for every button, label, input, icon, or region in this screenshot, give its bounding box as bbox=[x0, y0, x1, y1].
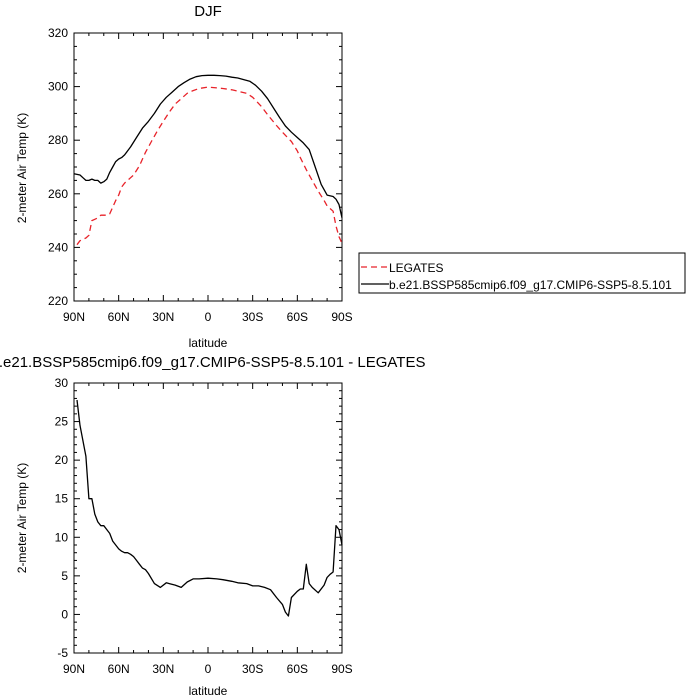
top-x-tick-label: 60N bbox=[108, 310, 130, 324]
bottom-y-tick-label: 15 bbox=[55, 492, 69, 506]
top-panel: DJF latitude 2-meter Air Temp (K) 220 240… bbox=[15, 3, 686, 350]
top-series-line-model bbox=[73, 74, 343, 219]
bottom-y-tick-label: -5 bbox=[57, 646, 68, 660]
bottom-x-tick-label: 90N bbox=[63, 662, 85, 676]
legend-label-legates: LEGATES bbox=[389, 261, 443, 275]
bottom-x-tick-label: 30N bbox=[152, 662, 174, 676]
bottom-x-tick-label: 30S bbox=[242, 662, 263, 676]
top-y-tick-label: 260 bbox=[48, 187, 68, 201]
bottom-series-lines bbox=[76, 399, 343, 617]
bottom-y-tick-label: 10 bbox=[55, 530, 69, 544]
top-plot-frame bbox=[73, 32, 343, 302]
bottom-x-tick-label: 60S bbox=[287, 662, 308, 676]
legend-frame bbox=[358, 252, 686, 294]
bottom-panel: b.e21.BSSP585cmip6.f09_g17.CMIP6-SSP5-8.… bbox=[0, 354, 425, 698]
bottom-x-tick-label: 0 bbox=[205, 662, 212, 676]
top-series-line-legates bbox=[76, 86, 343, 246]
top-y-tick-label: 220 bbox=[48, 294, 68, 308]
bottom-y-tick-label: 25 bbox=[55, 415, 69, 429]
top-x-tick-label: 0 bbox=[205, 310, 212, 324]
top-x-tick-label: 60S bbox=[287, 310, 308, 324]
bottom-y-tick-label: 20 bbox=[55, 453, 69, 467]
bottom-x-tick-label: 60N bbox=[108, 662, 130, 676]
top-y-tick-label: 320 bbox=[48, 26, 68, 40]
legend: LEGATES b.e21.BSSP585cmip6.f09_g17.CMIP6… bbox=[358, 252, 686, 294]
bottom-y-tick-label: 30 bbox=[55, 376, 69, 390]
bottom-x-tick-label: 90S bbox=[331, 662, 352, 676]
top-chart-title: DJF bbox=[194, 3, 222, 20]
top-y-axis-label: 2-meter Air Temp (K) bbox=[15, 113, 29, 223]
top-x-tick-label: 90S bbox=[331, 310, 352, 324]
bottom-x-axis-label: latitude bbox=[189, 684, 228, 698]
top-y-tick-label: 240 bbox=[48, 240, 68, 254]
top-x-tick-label: 30N bbox=[152, 310, 174, 324]
bottom-plot-frame bbox=[73, 382, 343, 654]
top-x-tick-label: 90N bbox=[63, 310, 85, 324]
top-x-axis-label: latitude bbox=[189, 336, 228, 350]
bottom-axis-ticks: -5 0 5 10 15 20 25 30 90N 60N 30N 0 30S 60S 90S bbox=[55, 376, 353, 676]
bottom-chart-title: b.e21.BSSP585cmip6.f09_g17.CMIP6-SSP5-8.… bbox=[0, 354, 425, 371]
top-axis-ticks: 220 240 260 280 300 320 90N 60N 30N 0 30S 60S 90S bbox=[48, 26, 353, 324]
legend-label-model: b.e21.BSSP585cmip6.f09_g17.CMIP6-SSP5-8.… bbox=[389, 278, 672, 292]
top-x-tick-label: 30S bbox=[242, 310, 263, 324]
top-series-lines bbox=[73, 74, 343, 246]
top-y-tick-label: 280 bbox=[48, 133, 68, 147]
bottom-series-line-difference bbox=[76, 399, 343, 617]
top-y-tick-label: 300 bbox=[48, 80, 68, 94]
bottom-y-tick-label: 0 bbox=[61, 607, 68, 621]
bottom-y-axis-label: 2-meter Air Temp (K) bbox=[15, 463, 29, 573]
bottom-y-tick-label: 5 bbox=[61, 569, 68, 583]
